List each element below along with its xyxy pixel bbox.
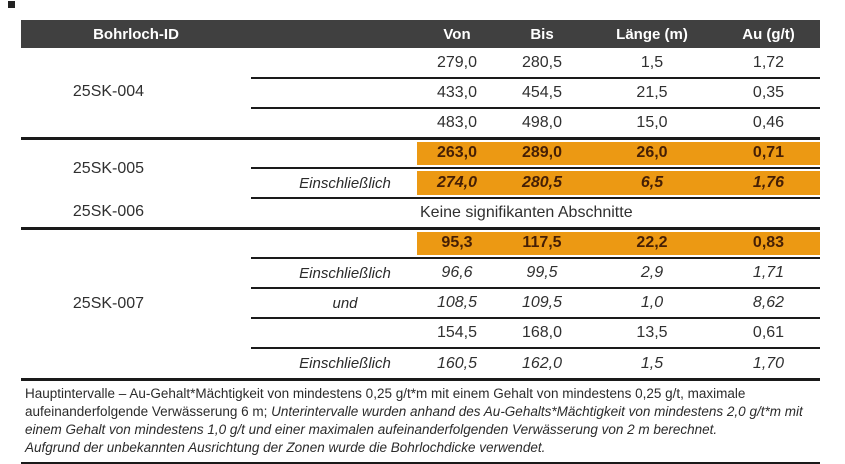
cell-bis: 498,0 <box>497 107 587 138</box>
footnote-regular-text: Hauptintervalle – Au-Gehalt*Mächtigkeit … <box>25 386 746 419</box>
table-row: 483,0 498,0 15,0 0,46 <box>21 107 820 138</box>
table-row: 154,5 168,0 13,5 0,61 <box>21 317 820 348</box>
table-row: 25SK-007 95,3 117,5 22,2 0,83 <box>21 226 820 378</box>
cell-von: 279,0 <box>436 53 478 71</box>
cell-laenge: 1,5 <box>640 53 664 71</box>
cell-laenge-highlighted: 22,2 <box>587 226 717 258</box>
cell-laenge: 13,5 <box>587 317 717 348</box>
cell-au: 1,70 <box>717 347 820 378</box>
cell-bis: 109,5 <box>497 287 587 318</box>
cell-au: 0,46 <box>717 107 820 138</box>
cell-qualifier: und <box>251 287 417 318</box>
col-header-bohrloch-id: Bohrloch-ID <box>21 20 251 48</box>
footnote-italic-text-2: Aufgrund der unbekannten Ausrichtung der… <box>25 440 546 455</box>
cell-bis: 99,5 <box>497 257 587 288</box>
table-row: 25SK-005 263,0 289,0 26,0 0,71 <box>21 136 820 198</box>
cell-qualifier <box>251 226 417 258</box>
bohrloch-id-label: 25SK-005 <box>21 136 251 198</box>
cell-au: 1,71 <box>717 257 820 288</box>
cell-qualifier: Einschließlich <box>251 167 417 198</box>
cell-von-highlighted: 274,0 <box>417 167 497 198</box>
cell-laenge: 15,0 <box>587 107 717 138</box>
screenshot-edge-artifact <box>8 1 15 8</box>
cell-bis: 280,5 <box>521 53 563 71</box>
cell-au: 0,61 <box>717 317 820 348</box>
footnote-italic-text: Unterintervalle wurden anhand des Au-Geh… <box>25 404 803 437</box>
cell-au: 8,62 <box>717 287 820 318</box>
col-header-bis: Bis <box>497 20 587 48</box>
cell-von: 483,0 <box>417 107 497 138</box>
cell-au-highlighted: 1,76 <box>717 167 820 198</box>
cell-au-highlighted: 0,71 <box>717 136 820 168</box>
cell-qualifier: Einschließlich <box>251 347 417 378</box>
cell-no-intervals-note: Keine signifikanten Abschnitte <box>417 197 820 228</box>
footnote-paragraph-1: Hauptintervalle – Au-Gehalt*Mächtigkeit … <box>25 385 816 439</box>
cell-laenge-highlighted: 26,0 <box>587 136 717 168</box>
cell-von-highlighted: 263,0 <box>417 136 497 168</box>
cell-qualifier: Einschließlich <box>251 257 417 288</box>
col-header-laenge: Länge (m) <box>587 20 717 48</box>
table-row: Einschließlich 160,5 162,0 1,5 1,70 <box>21 347 820 378</box>
cell-laenge: 21,5 <box>587 77 717 108</box>
cell-qualifier <box>251 48 417 78</box>
cell-qualifier <box>251 136 417 168</box>
col-header-von: Von <box>417 20 497 48</box>
col-header-qualifier <box>251 20 417 48</box>
table-row: Einschließlich 274,0 280,5 6,5 1,76 <box>21 167 820 198</box>
cell-von: 433,0 <box>417 77 497 108</box>
table-row: 433,0 454,5 21,5 0,35 <box>21 77 820 108</box>
cell-laenge-highlighted: 6,5 <box>587 167 717 198</box>
cell-bis-highlighted: 289,0 <box>497 136 587 168</box>
cell-bis: 168,0 <box>497 317 587 348</box>
cell-von: 154,5 <box>417 317 497 348</box>
cell-qualifier <box>251 77 417 108</box>
footnote: Hauptintervalle – Au-Gehalt*Mächtigkeit … <box>21 378 820 464</box>
table-row: und 108,5 109,5 1,0 8,62 <box>21 287 820 318</box>
cell-von: 96,6 <box>417 257 497 288</box>
bohrloch-id-label: 25SK-006 <box>72 203 145 221</box>
cell-bis: 162,0 <box>497 347 587 378</box>
col-header-au: Au (g/t) <box>717 20 820 48</box>
bohrloch-id-label: 25SK-007 <box>21 226 251 378</box>
cell-qualifier <box>251 197 417 228</box>
table-row: Einschließlich 96,6 99,5 2,9 1,71 <box>21 257 820 288</box>
table-header-row: Bohrloch-ID Von Bis Länge (m) Au (g/t) <box>21 20 820 48</box>
footnote-paragraph-2: Aufgrund der unbekannten Ausrichtung der… <box>25 439 816 457</box>
cell-qualifier <box>251 317 417 348</box>
cell-qualifier <box>251 107 417 138</box>
cell-au: 1,72 <box>752 53 785 71</box>
table-row: 25SK-004 279,0 280,5 1,5 1,72 <box>21 48 820 101</box>
cell-von-highlighted: 95,3 <box>417 226 497 258</box>
cell-laenge: 1,0 <box>587 287 717 318</box>
bohrloch-id-label: 25SK-004 <box>72 83 145 101</box>
cell-bis: 454,5 <box>497 77 587 108</box>
cell-bis-highlighted: 117,5 <box>497 226 587 258</box>
cell-laenge: 2,9 <box>587 257 717 288</box>
cell-laenge: 1,5 <box>587 347 717 378</box>
cell-au: 0,35 <box>717 77 820 108</box>
cell-von: 108,5 <box>417 287 497 318</box>
cell-bis-highlighted: 280,5 <box>497 167 587 198</box>
table-row: 25SK-006 Keine signifikanten Abschnitte <box>21 197 820 228</box>
cell-au-highlighted: 0,83 <box>717 226 820 258</box>
intervals-table: Bohrloch-ID Von Bis Länge (m) Au (g/t) 2… <box>21 20 820 378</box>
cell-von: 160,5 <box>417 347 497 378</box>
